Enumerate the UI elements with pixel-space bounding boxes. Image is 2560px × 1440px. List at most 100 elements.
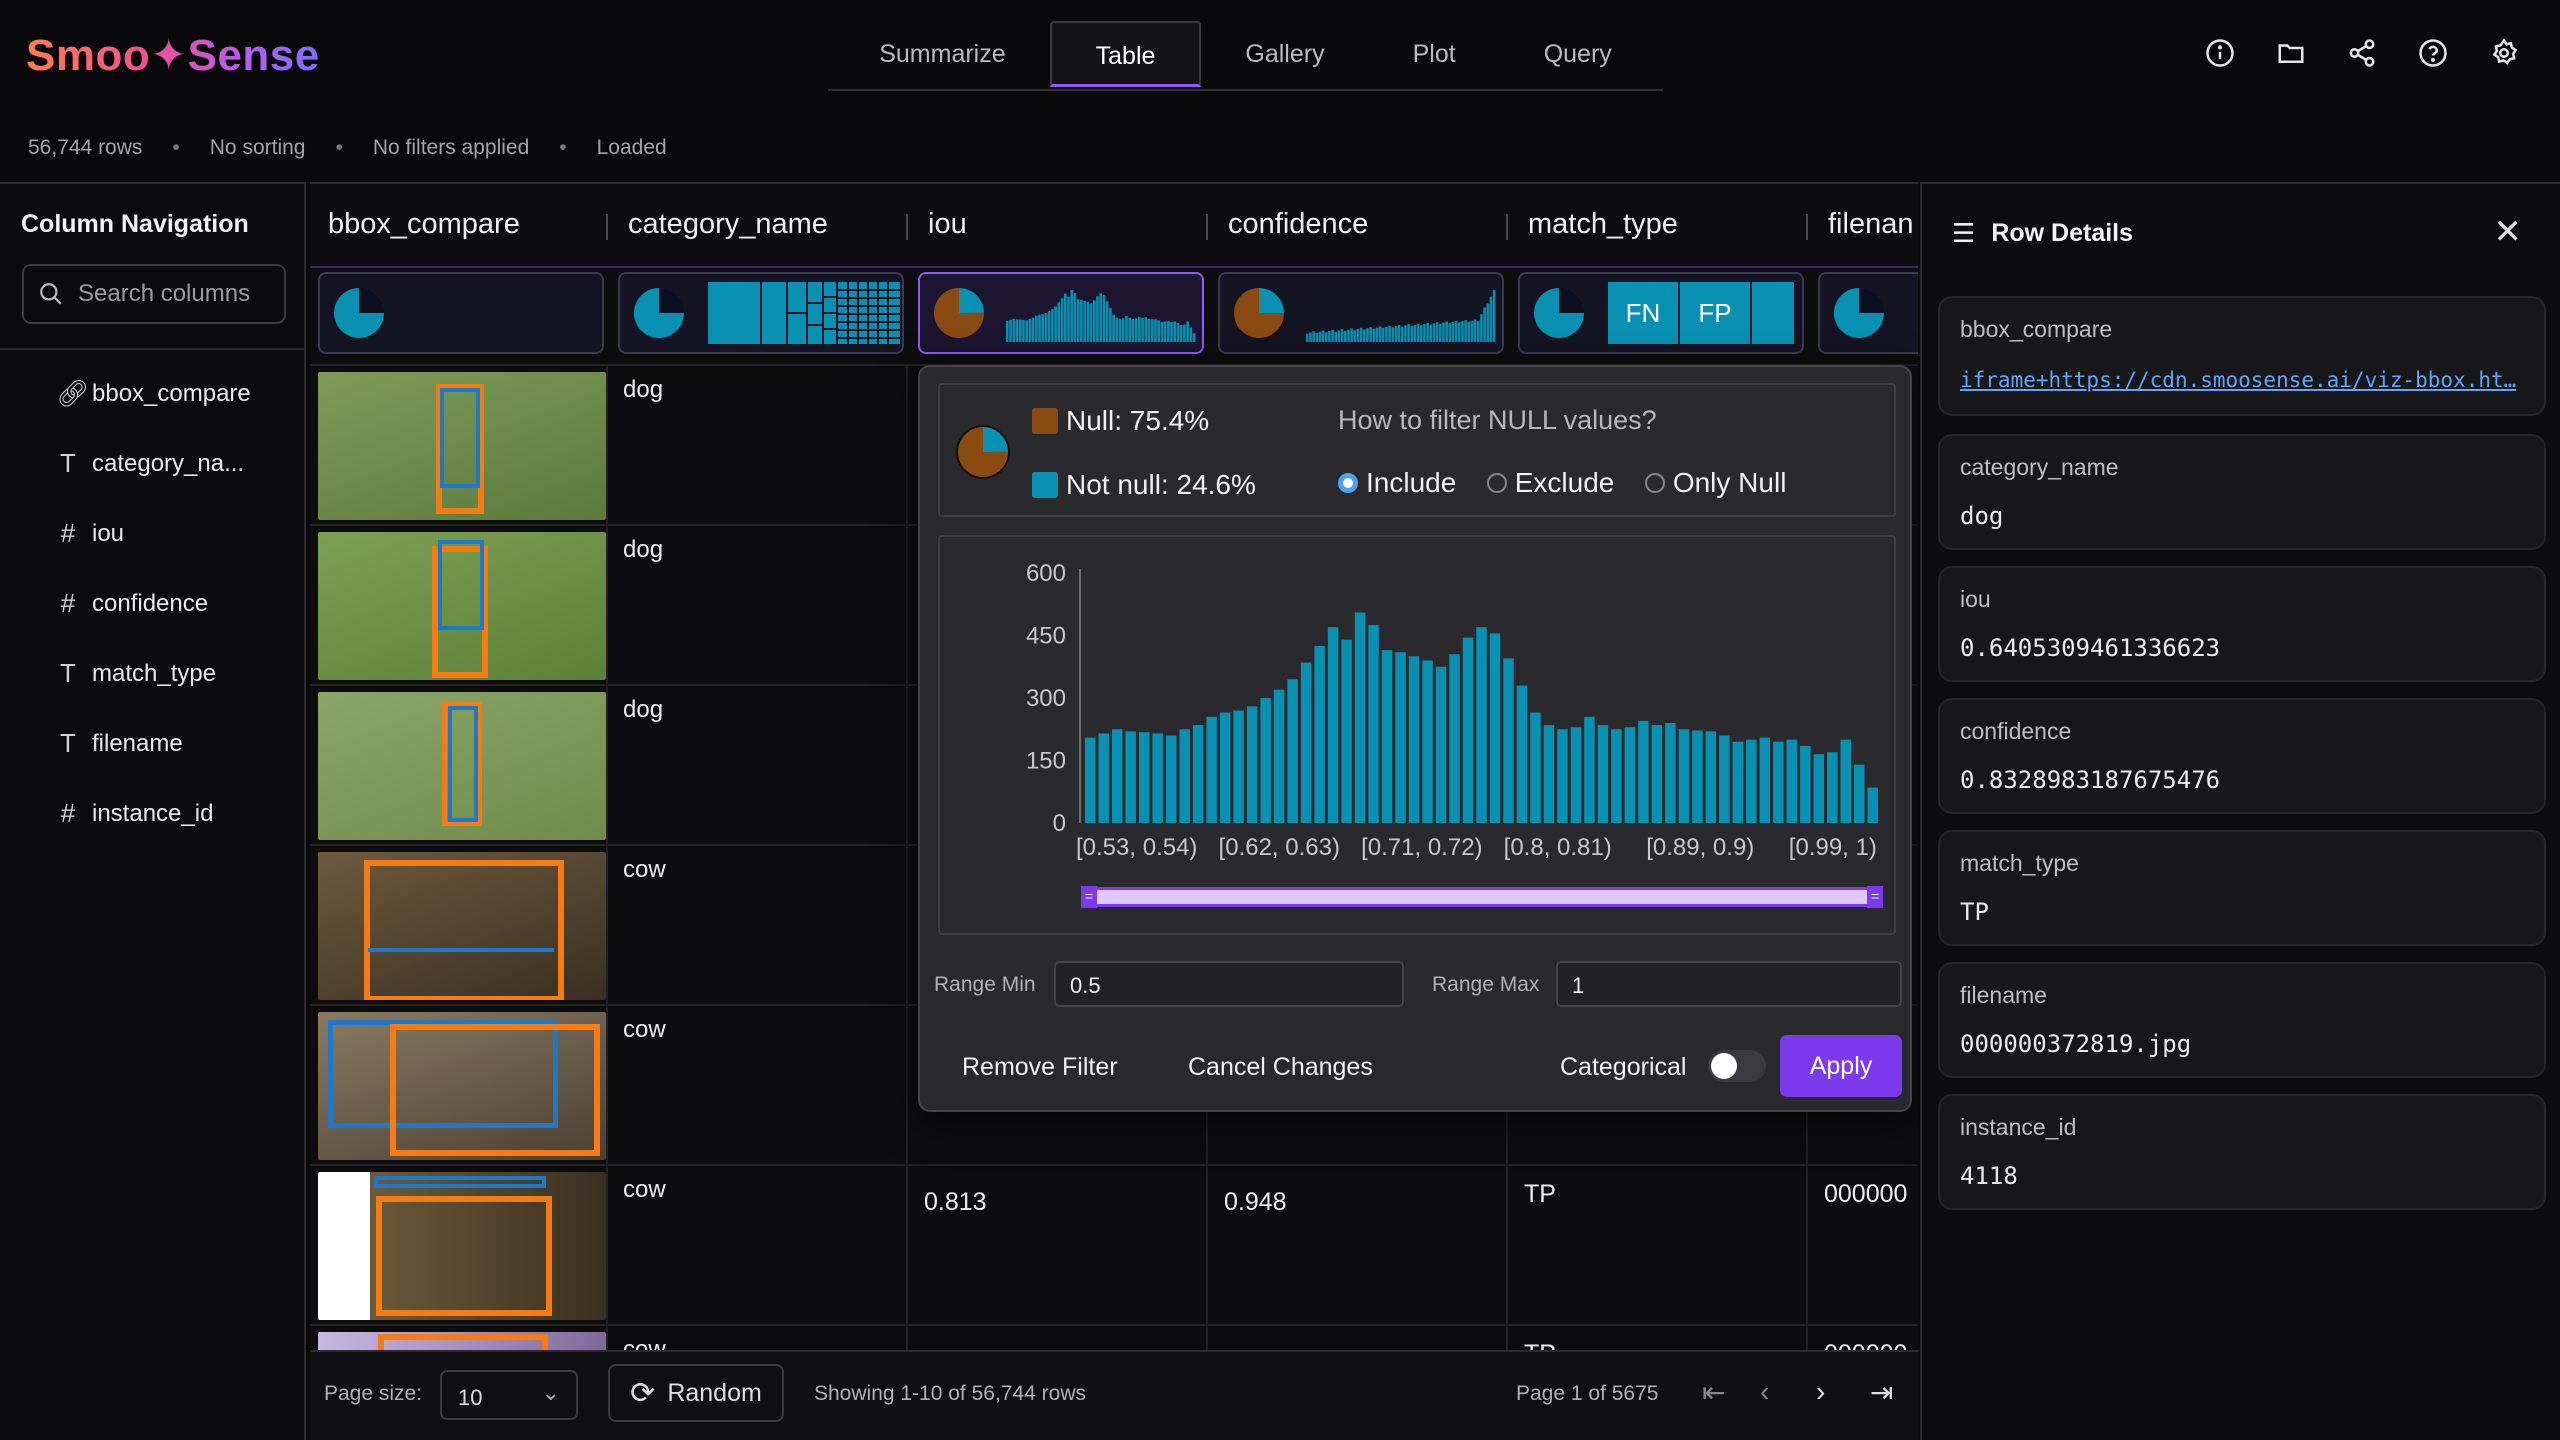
range-max-input[interactable]: 1 bbox=[1556, 961, 1902, 1007]
summary-match-type[interactable]: FN FP bbox=[1518, 272, 1804, 354]
share-icon[interactable] bbox=[2345, 36, 2378, 69]
mini-histogram-bar bbox=[1382, 328, 1385, 342]
close-icon[interactable]: ✕ bbox=[2493, 213, 2523, 251]
bbox-thumbnail[interactable] bbox=[318, 372, 606, 520]
histogram-bar bbox=[1233, 710, 1244, 823]
bbox-thumbnail[interactable] bbox=[318, 1172, 606, 1320]
mini-histogram-bar bbox=[1118, 318, 1122, 342]
header-bbox-compare[interactable]: bbox_compare bbox=[328, 208, 520, 240]
histogram-bar bbox=[1624, 727, 1636, 823]
null-exclude-radio[interactable]: Exclude bbox=[1486, 467, 1614, 499]
info-icon[interactable] bbox=[2203, 36, 2236, 69]
cancel-changes-button[interactable]: Cancel Changes bbox=[1188, 1053, 1373, 1081]
column-nav-confidence[interactable]: # confidence bbox=[56, 588, 208, 619]
header-iou[interactable]: iou bbox=[928, 208, 967, 240]
row-details-panel: ☰ Row Details ✕ bbox_compare iframe+https… bbox=[1920, 182, 2560, 1440]
range-min-handle[interactable]: = bbox=[1081, 886, 1097, 908]
column-search-input[interactable]: Search columns bbox=[22, 264, 286, 324]
category-cell: cow bbox=[623, 1336, 666, 1350]
table-row[interactable]: dog bbox=[310, 684, 1918, 844]
fp-category-block[interactable]: FP bbox=[1680, 282, 1750, 344]
random-button-label: Random bbox=[667, 1378, 762, 1407]
mini-histogram-bar bbox=[1160, 321, 1164, 342]
mini-histogram-bar bbox=[1366, 328, 1369, 342]
last-page-icon[interactable]: ⇥ bbox=[1870, 1377, 1894, 1408]
apply-button[interactable]: Apply bbox=[1780, 1035, 1902, 1097]
histogram-bar bbox=[1489, 633, 1501, 823]
fn-category-block[interactable]: FN bbox=[1608, 282, 1678, 344]
previous-page-icon[interactable]: ‹ bbox=[1760, 1376, 1770, 1407]
summary-bbox-compare[interactable] bbox=[318, 272, 604, 354]
folder-icon[interactable] bbox=[2274, 36, 2307, 69]
detail-link-value[interactable]: iframe+https://cdn.smoosense.ai/viz-bbox… bbox=[1960, 368, 2517, 392]
mini-histogram-bar bbox=[1157, 320, 1160, 342]
category-cell: dog bbox=[623, 536, 664, 563]
tab-gallery[interactable]: Gallery bbox=[1245, 40, 1325, 68]
histogram-bar bbox=[1408, 656, 1420, 823]
mini-histogram-bar bbox=[1163, 321, 1167, 342]
bbox-thumbnail[interactable] bbox=[318, 532, 606, 680]
tab-table[interactable]: Table bbox=[1049, 21, 1202, 87]
mini-histogram-bar bbox=[1063, 293, 1067, 342]
mini-histogram-bar bbox=[1356, 328, 1360, 342]
header-confidence[interactable]: confidence bbox=[1228, 208, 1369, 240]
first-page-icon[interactable]: ⇤ bbox=[1702, 1377, 1726, 1408]
bbox-thumbnail[interactable] bbox=[318, 1012, 606, 1160]
page-size-select[interactable]: 10 ⌄ bbox=[440, 1370, 578, 1420]
x-tick-label: [0.99, 1) bbox=[1789, 834, 1877, 861]
tab-query[interactable]: Query bbox=[1543, 40, 1612, 68]
histogram-bar bbox=[1651, 725, 1663, 823]
histogram-bar bbox=[1381, 650, 1393, 823]
null-pie-chart bbox=[334, 288, 384, 338]
tab-plot[interactable]: Plot bbox=[1412, 40, 1456, 68]
histogram-bar bbox=[1327, 627, 1339, 823]
notnull-percentage: Not null: 24.6% bbox=[1066, 469, 1256, 500]
range-min-input[interactable]: 0.5 bbox=[1054, 961, 1404, 1007]
summary-category-name[interactable] bbox=[618, 272, 904, 354]
summary-filename[interactable] bbox=[1818, 272, 1918, 354]
null-include-radio[interactable]: Include bbox=[1338, 467, 1456, 499]
header-match-type[interactable]: match_type bbox=[1528, 208, 1678, 240]
number-type-icon: # bbox=[60, 518, 76, 548]
mini-histogram-bar bbox=[1015, 319, 1019, 342]
mini-histogram-bar bbox=[1192, 333, 1196, 342]
histogram-bar bbox=[1732, 741, 1744, 823]
tp-category-block[interactable] bbox=[1752, 282, 1794, 344]
mini-histogram-bar bbox=[1394, 326, 1398, 342]
bbox-thumbnail[interactable] bbox=[318, 1332, 606, 1350]
histogram-bar bbox=[1746, 739, 1757, 823]
categorical-toggle[interactable] bbox=[1708, 1050, 1766, 1082]
bbox-thumbnail[interactable] bbox=[318, 852, 606, 1000]
column-nav-instance-id[interactable]: # instance_id bbox=[56, 798, 214, 829]
range-max-handle[interactable]: = bbox=[1867, 886, 1883, 908]
histogram-bar bbox=[1219, 712, 1231, 823]
mini-histogram-bar bbox=[1315, 332, 1319, 342]
detail-card-category-name: category_name dog bbox=[1938, 434, 2546, 550]
tab-summarize[interactable]: Summarize bbox=[879, 40, 1006, 68]
settings-gear-icon[interactable] bbox=[2487, 36, 2520, 69]
header-category-name[interactable]: category_name bbox=[628, 208, 828, 240]
table-row[interactable]: cow bbox=[310, 844, 1918, 1004]
column-nav-iou[interactable]: # iou bbox=[56, 518, 124, 549]
bbox-thumbnail[interactable] bbox=[318, 692, 606, 840]
summary-confidence[interactable] bbox=[1218, 272, 1504, 354]
table-row[interactable]: cow bbox=[310, 1004, 1918, 1164]
histogram-bar bbox=[1543, 725, 1555, 823]
mini-histogram-bar bbox=[1461, 321, 1464, 342]
random-button[interactable]: ⟳ Random bbox=[608, 1364, 784, 1422]
column-nav-bbox-compare[interactable]: 🔗︎ bbox_compare bbox=[56, 378, 251, 409]
help-icon[interactable] bbox=[2416, 36, 2449, 69]
header-filename[interactable]: filenan bbox=[1828, 208, 1914, 240]
next-page-icon[interactable]: › bbox=[1816, 1376, 1826, 1407]
remove-filter-button[interactable]: Remove Filter bbox=[962, 1053, 1118, 1081]
range-slider-track[interactable]: = = bbox=[1081, 886, 1883, 908]
null-only-radio[interactable]: Only Null bbox=[1644, 467, 1786, 499]
table-row[interactable]: cow TP 000000 bbox=[310, 1324, 1918, 1350]
mini-histogram-bar bbox=[1057, 302, 1061, 342]
row-details-header: ☰ Row Details bbox=[1952, 218, 2133, 249]
summary-iou[interactable] bbox=[918, 272, 1204, 354]
table-row[interactable]: cow 0.813 0.948 TP 000000 bbox=[310, 1164, 1918, 1324]
